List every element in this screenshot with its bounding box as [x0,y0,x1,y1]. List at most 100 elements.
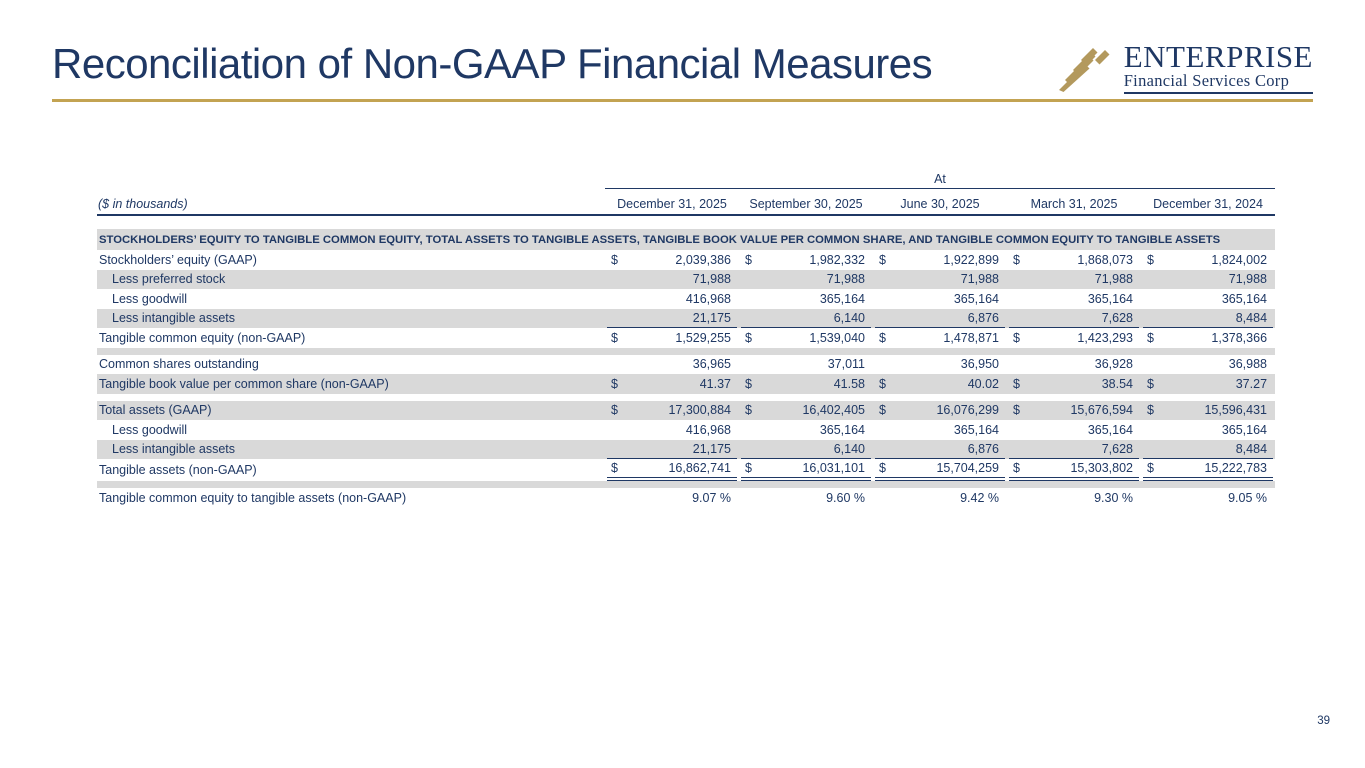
currency-symbol: $ [1147,403,1154,418]
table-row: Stockholders’ equity (GAAP) $2,039,386 $1,… [97,250,1275,270]
section-header-row: STOCKHOLDERS’ EQUITY TO TANGIBLE COMMON … [97,229,1276,250]
value-cell: 365,164 [873,289,1007,309]
cell-value: 365,164 [819,422,865,437]
empty-corner-cell [97,167,605,189]
cell-value: 40.02 [967,376,999,391]
currency-symbol: $ [611,252,618,267]
table-row: Total assets (GAAP) $17,300,884 $16,402,40… [97,400,1276,420]
table-row: Tangible book value per common share (no… [97,374,1276,394]
cell-value: 17,300,884 [668,403,731,418]
cell-value: 416,968 [685,291,731,306]
cell-value: 6,140 [833,441,865,456]
cell-value: 38.54 [1101,376,1133,391]
cell-value: 16,402,405 [802,403,865,418]
cell-value: 9.60 % [826,490,865,505]
value-cell: 21,175 [605,439,739,459]
table-row: Less goodwill 416,968 365,164 365,164 365,16… [97,289,1275,309]
cell-value: 6,876 [967,441,999,456]
value-cell: 8,484 [1141,439,1276,459]
value-cell: $1,922,899 [873,250,1007,270]
cell-value: 1,423,293 [1077,330,1133,345]
value-cell: $16,076,299 [873,400,1007,420]
value-cell: $38.54 [1007,374,1141,394]
value-cell: $40.02 [873,374,1007,394]
cell-value: 1,868,073 [1077,252,1133,267]
column-header: March 31, 2025 [1007,188,1141,216]
value-cell: $16,031,101 [739,459,873,481]
value-cell: 36,988 [1141,355,1275,375]
cell-value: 1,922,899 [943,252,999,267]
cell-value: 16,076,299 [936,403,999,418]
cell-value: 16,862,741 [668,461,731,475]
row-label: Less intangible assets [97,308,605,328]
spacer-row [97,481,1276,488]
cell-value: 2,039,386 [675,252,731,267]
row-label: Tangible assets (non-GAAP) [99,463,257,477]
value-cell: 9.60 % [739,488,873,508]
column-header: December 31, 2025 [605,188,739,216]
page-number: 39 [1317,715,1330,727]
value-cell: $1,824,002 [1141,250,1275,270]
cell-value: 37.27 [1235,376,1268,391]
column-header-row: ($ in thousands) December 31, 2025 Septem… [97,188,1276,216]
page-title: Reconciliation of Non-GAAP Financial Mea… [52,40,933,87]
cell-value: 21,175 [692,310,731,325]
value-cell: 36,928 [1007,355,1141,375]
value-cell: 6,140 [739,439,873,459]
period-label-row: At [97,167,1276,189]
logo-rule [1123,92,1313,94]
currency-symbol: $ [1147,461,1154,475]
cell-value: 416,968 [685,422,731,437]
enterprise-stripes-icon [1058,44,1115,97]
value-cell: $1,478,871 [873,328,1007,348]
row-label: Total assets (GAAP) [97,400,605,420]
cell-value: 1,539,040 [809,330,865,345]
value-cell: 9.42 % [873,488,1007,508]
currency-symbol: $ [1013,461,1020,475]
column-header: September 30, 2025 [739,188,873,216]
value-cell: $1,378,366 [1141,328,1275,348]
cell-value: 6,140 [833,310,865,325]
currency-symbol: $ [611,403,618,418]
cell-value: 365,164 [1221,291,1268,306]
table-row: Common shares outstanding 36,965 37,011 36,… [97,355,1275,375]
currency-symbol: $ [611,376,618,391]
value-cell: 7,628 [1007,439,1141,459]
logo-company-subtitle: Financial Services Corp [1123,71,1290,90]
logo-text: ENTERPRISE Financial Services Corp [1123,41,1313,94]
reconciliation-table: At ($ in thousands) December 31, 2025 Sep… [97,167,1276,508]
currency-symbol: $ [879,461,886,475]
section-header: STOCKHOLDERS’ EQUITY TO TANGIBLE COMMON … [97,229,1276,250]
value-cell: $15,222,783 [1141,459,1275,481]
row-label: Tangible common equity (non-GAAP) [99,330,306,345]
cell-value: 71,988 [1228,272,1268,287]
cell-value: 21,175 [692,441,731,456]
period-label: At [605,167,1276,189]
cell-value: 1,529,255 [675,330,731,345]
value-cell: $15,596,431 [1141,400,1276,420]
cell-value: 71,988 [1094,272,1133,287]
value-cell: 6,876 [873,308,1007,328]
row-label: Less preferred stock [97,269,605,289]
cell-value: 6,876 [967,310,999,325]
value-cell: $15,303,802 [1007,459,1141,481]
value-cell: $41.58 [739,374,873,394]
row-label: Less goodwill [112,291,188,306]
cell-value: 9.05 % [1228,490,1268,505]
value-cell: $16,862,741 [605,459,739,481]
cell-value: 365,164 [953,291,999,306]
value-cell: 365,164 [873,420,1007,440]
value-cell: 6,876 [873,439,1007,459]
value-cell: 71,988 [605,269,739,289]
value-cell: 36,950 [873,355,1007,375]
table-row: Less intangible assets 21,175 6,140 6,876 7,… [97,308,1276,328]
cell-value: 1,378,366 [1211,330,1268,345]
currency-symbol: $ [745,461,752,475]
cell-value: 365,164 [953,422,999,437]
currency-symbol: $ [1013,403,1020,418]
value-cell: 365,164 [739,289,873,309]
cell-value: 15,596,431 [1204,403,1268,418]
value-cell: 36,965 [605,355,739,375]
cell-value: 7,628 [1101,310,1133,325]
